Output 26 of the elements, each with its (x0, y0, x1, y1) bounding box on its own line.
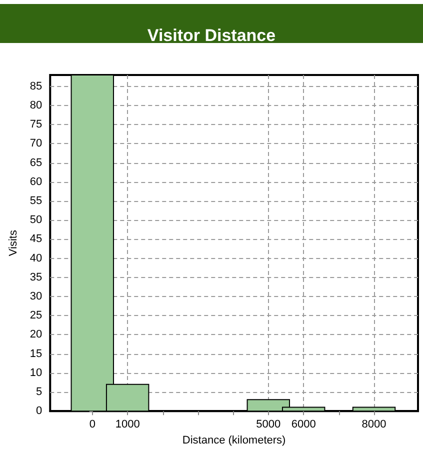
y-tick-label: 35 (30, 271, 42, 284)
y-tick-label: 60 (30, 176, 42, 188)
y-tick-label: 45 (30, 233, 42, 246)
x-tick-label: 5000 (256, 418, 281, 431)
y-tick-label: 30 (30, 290, 42, 303)
x-tick-label: 1000 (115, 418, 140, 431)
y-tick-label: 55 (30, 195, 42, 208)
y-tick-label: 40 (30, 252, 42, 264)
y-tick-label: 70 (30, 138, 42, 150)
chart-title: Visitor Distance (147, 26, 276, 45)
y-tick-label: 15 (30, 348, 42, 360)
y-tick-label: 10 (30, 366, 42, 379)
y-tick-label: 50 (30, 214, 42, 226)
y-tick-label: 85 (30, 80, 42, 92)
x-tick-label: 0 (89, 418, 96, 431)
y-tick-label: 65 (30, 156, 42, 169)
y-tick-label: 0 (36, 405, 42, 418)
y-tick-label: 80 (30, 100, 42, 112)
x-tick-label: 6000 (291, 418, 316, 431)
y-tick-label: 20 (30, 328, 42, 341)
y-tick-label: 5 (36, 386, 42, 398)
y-tick-label: 25 (30, 310, 42, 322)
x-tick-label: 8000 (362, 418, 386, 431)
y-axis-title: Visits (8, 230, 20, 256)
y-tick-label: 75 (30, 118, 42, 131)
x-axis-title: Distance (kilometers) (182, 434, 286, 446)
